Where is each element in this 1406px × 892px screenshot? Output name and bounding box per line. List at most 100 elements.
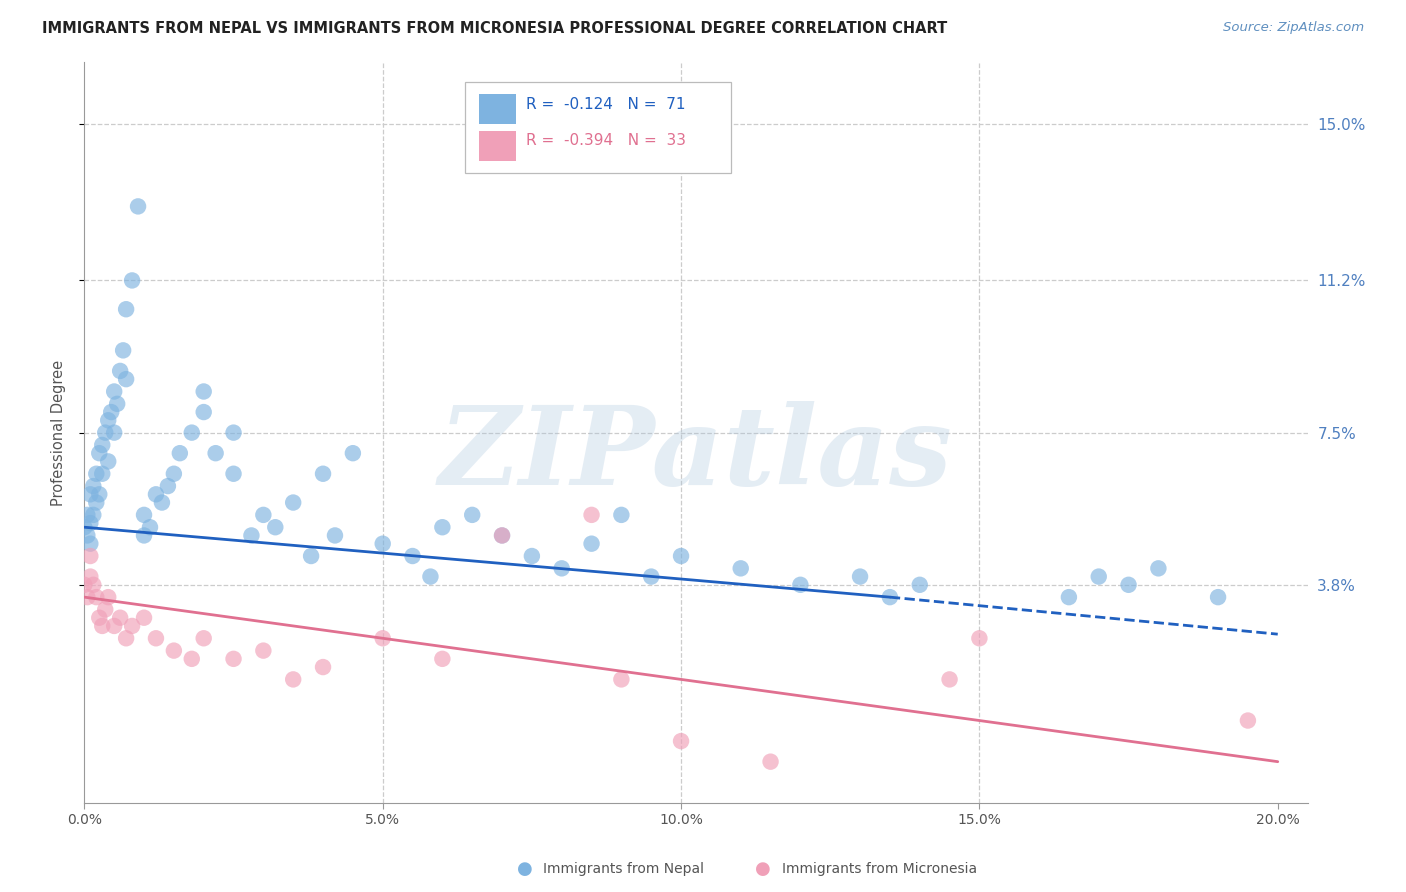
Point: [145, 632, 167, 646]
Point: [193, 632, 215, 646]
Text: R =  -0.124   N =  71: R = -0.124 N = 71: [526, 97, 686, 112]
Point: [252, 643, 274, 657]
Point: [108, 611, 131, 625]
Point: [581, 536, 603, 550]
Point: [610, 508, 633, 522]
Point: [132, 528, 155, 542]
Point: [79, 569, 101, 583]
Point: [84, 590, 107, 604]
Point: [180, 652, 202, 666]
Point: [73, 520, 96, 534]
Point: [94, 602, 117, 616]
Point: [1237, 714, 1260, 728]
Point: [252, 508, 274, 522]
Point: [908, 578, 931, 592]
Point: [491, 528, 513, 542]
Point: [938, 673, 960, 687]
Text: ●: ●: [517, 861, 533, 879]
Point: [163, 643, 186, 657]
Point: [115, 302, 138, 317]
Point: [283, 495, 305, 509]
Point: [91, 467, 114, 481]
Point: [115, 372, 138, 386]
Point: [371, 632, 394, 646]
Point: [84, 467, 107, 481]
Point: [969, 632, 991, 646]
Point: [1087, 569, 1109, 583]
Point: [73, 578, 96, 592]
Point: [1057, 590, 1080, 604]
Point: [789, 578, 811, 592]
Point: [323, 528, 346, 542]
Point: [91, 619, 114, 633]
Point: [312, 660, 335, 674]
Point: [145, 487, 167, 501]
Point: [419, 569, 441, 583]
Point: [79, 487, 101, 501]
Point: [139, 520, 162, 534]
Text: ZIPatlas: ZIPatlas: [439, 401, 953, 508]
Point: [640, 569, 662, 583]
Point: [79, 536, 101, 550]
Point: [193, 384, 215, 399]
Point: [432, 520, 454, 534]
Point: [610, 673, 633, 687]
Point: [76, 528, 98, 542]
Point: [204, 446, 226, 460]
Point: [97, 413, 120, 427]
Point: [283, 673, 305, 687]
Point: [121, 619, 143, 633]
Point: [180, 425, 202, 440]
Point: [1147, 561, 1170, 575]
Point: [97, 590, 120, 604]
FancyBboxPatch shape: [465, 82, 731, 173]
Text: Immigrants from Nepal: Immigrants from Nepal: [543, 863, 704, 877]
Point: [222, 652, 245, 666]
Point: [342, 446, 364, 460]
Point: [371, 536, 394, 550]
Point: [581, 508, 603, 522]
Point: [103, 384, 125, 399]
Point: [730, 561, 752, 575]
Point: [115, 632, 138, 646]
Point: [312, 467, 335, 481]
Point: [432, 652, 454, 666]
FancyBboxPatch shape: [479, 95, 516, 124]
Point: [401, 549, 423, 563]
Point: [103, 425, 125, 440]
Point: [82, 508, 104, 522]
Point: [669, 549, 692, 563]
Point: [94, 425, 117, 440]
Point: [89, 611, 111, 625]
Point: [150, 495, 173, 509]
Point: [105, 397, 128, 411]
Point: [91, 438, 114, 452]
Point: [1118, 578, 1140, 592]
Point: [222, 425, 245, 440]
Text: R =  -0.394   N =  33: R = -0.394 N = 33: [526, 133, 686, 148]
Point: [76, 590, 98, 604]
Point: [89, 446, 111, 460]
Point: [97, 454, 120, 468]
Point: [127, 199, 149, 213]
Point: [240, 528, 263, 542]
Point: [103, 619, 125, 633]
Point: [82, 578, 104, 592]
Point: [520, 549, 543, 563]
Point: [1206, 590, 1229, 604]
Point: [669, 734, 692, 748]
Point: [163, 467, 186, 481]
Point: [879, 590, 901, 604]
Point: [169, 446, 191, 460]
Point: [82, 479, 104, 493]
Point: [491, 528, 513, 542]
FancyBboxPatch shape: [479, 131, 516, 161]
Point: [264, 520, 287, 534]
Point: [112, 343, 135, 358]
Point: [759, 755, 782, 769]
Point: [89, 487, 111, 501]
Text: ●: ●: [755, 861, 770, 879]
Point: [108, 364, 131, 378]
Point: [299, 549, 322, 563]
Point: [193, 405, 215, 419]
